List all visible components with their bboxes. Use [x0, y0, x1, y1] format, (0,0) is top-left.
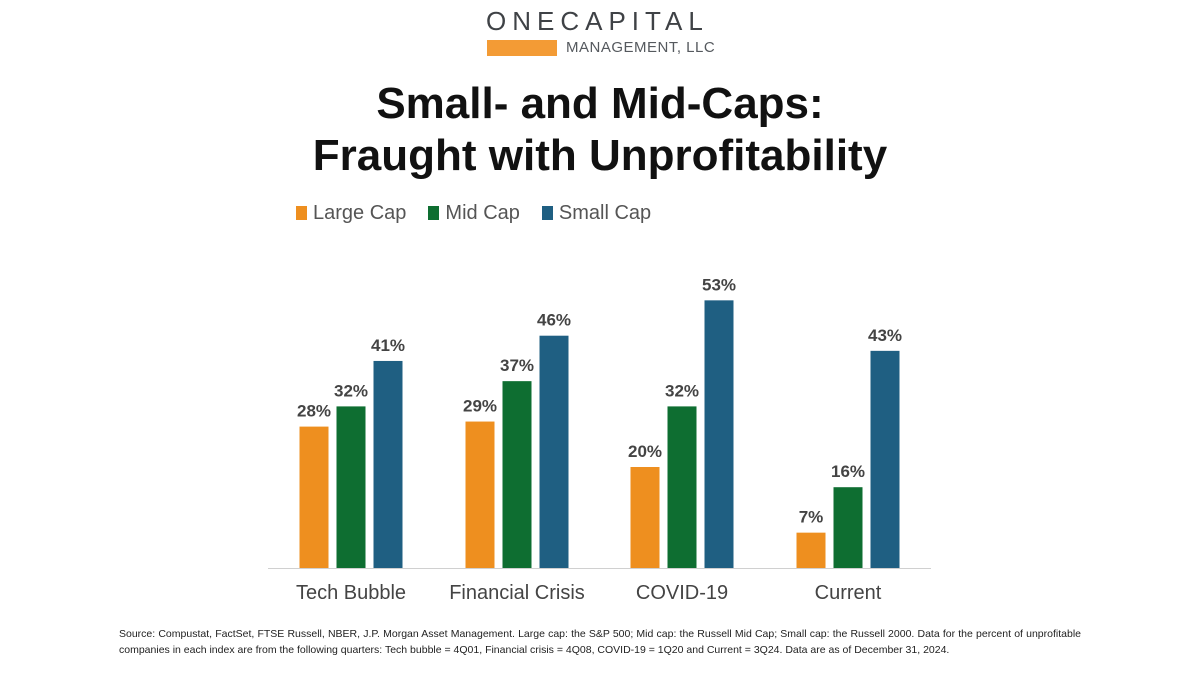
- chart-title: Small- and Mid-Caps: Fraught with Unprof…: [0, 78, 1200, 182]
- company-logo: ONECAPITAL MANAGEMENT, LLC: [486, 6, 726, 56]
- category-label: Current: [815, 582, 882, 604]
- category-label: Tech Bubble: [296, 582, 406, 604]
- bar-small-cap-current: [870, 350, 900, 568]
- legend-swatch: [428, 206, 440, 220]
- data-label: 20%: [628, 442, 662, 461]
- bar-large-cap-current: [796, 532, 826, 568]
- data-label: 43%: [868, 326, 902, 345]
- data-label: 53%: [702, 275, 736, 294]
- bar-small-cap-covid-19: [704, 300, 734, 568]
- bar-mid-cap-current: [833, 487, 863, 568]
- chart-legend: Large Cap Mid Cap Small Cap: [296, 198, 673, 228]
- chart-title-line-2: Fraught with Unprofitability: [312, 131, 888, 180]
- data-label: 41%: [371, 336, 405, 355]
- bar-mid-cap-covid-19: [667, 406, 697, 568]
- bar-large-cap-covid-19: [630, 467, 660, 568]
- logo-subtitle: MANAGEMENT, LLC: [566, 39, 716, 56]
- category-label: COVID-19: [636, 582, 728, 604]
- legend-label: Large Cap: [313, 201, 407, 224]
- chart-title-line-1: Small- and Mid-Caps:: [376, 79, 824, 128]
- bar-mid-cap-financial-crisis: [502, 381, 532, 568]
- bar-mid-cap-tech-bubble: [336, 406, 366, 568]
- logo-wordmark: ONECAPITAL: [486, 6, 709, 36]
- category-label: Financial Crisis: [449, 582, 585, 604]
- data-label: 32%: [665, 381, 699, 400]
- legend-swatch: [296, 206, 307, 220]
- data-label: 46%: [537, 311, 571, 330]
- data-label: 32%: [334, 381, 368, 400]
- legend-label: Small Cap: [558, 201, 652, 224]
- bar-small-cap-financial-crisis: [539, 335, 569, 568]
- data-label: 28%: [297, 402, 331, 421]
- legend-item-small-cap: Small Cap: [541, 201, 652, 225]
- logo-accent-bar: [487, 40, 557, 56]
- legend-item-large-cap: Large Cap: [296, 202, 406, 225]
- bar-large-cap-financial-crisis: [465, 421, 495, 568]
- legend-swatch: [541, 206, 553, 220]
- legend-label: Mid Cap: [445, 201, 520, 224]
- legend-item-mid-cap: Mid Cap: [428, 201, 520, 225]
- bar-large-cap-tech-bubble: [299, 426, 329, 568]
- source-note: Source: Compustat, FactSet, FTSE Russell…: [119, 628, 1081, 656]
- data-label: 7%: [799, 508, 824, 527]
- bar-small-cap-tech-bubble: [373, 360, 403, 568]
- data-label: 37%: [500, 356, 534, 375]
- data-label: 16%: [831, 462, 865, 481]
- data-label: 29%: [463, 397, 497, 416]
